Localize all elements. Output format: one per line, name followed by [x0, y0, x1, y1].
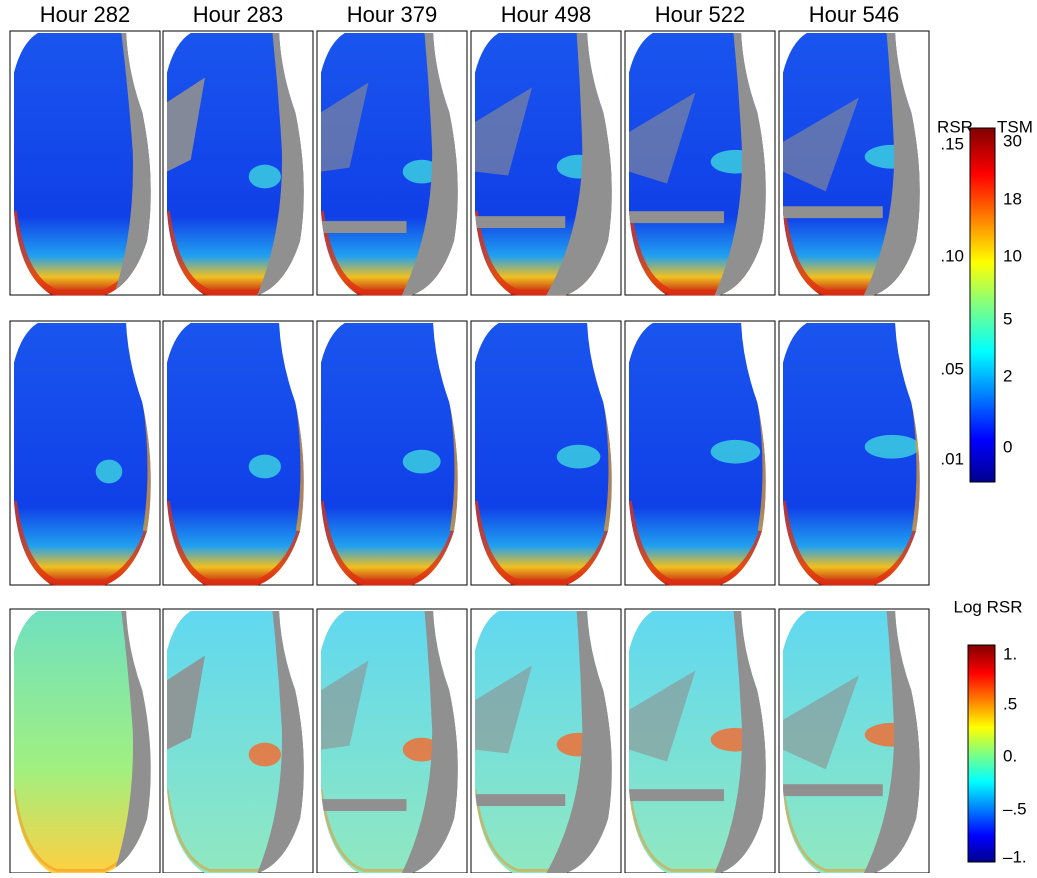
colorbar-label: .15 — [940, 134, 964, 153]
no-data — [167, 77, 205, 172]
map-panel — [778, 320, 930, 586]
lake-field — [167, 323, 304, 586]
no-data — [321, 82, 369, 172]
lake — [14, 323, 151, 586]
no-data — [475, 87, 532, 176]
lake — [321, 33, 458, 296]
no-data — [629, 670, 696, 762]
plume — [710, 439, 761, 464]
plume — [248, 454, 281, 479]
colorbar — [969, 127, 996, 483]
colorbar-label: .05 — [940, 359, 964, 378]
map-panel — [316, 30, 468, 296]
no-data — [629, 211, 724, 224]
colorbar-label: 10 — [1003, 246, 1022, 265]
no-data — [783, 675, 859, 770]
map-panel — [162, 320, 314, 586]
colorbar-label: .5 — [1003, 694, 1017, 713]
plume — [864, 434, 920, 459]
shore-band — [629, 500, 765, 586]
colorbar-label: –.5 — [1003, 799, 1027, 818]
colorbar-label: 0 — [1003, 437, 1012, 456]
lake — [475, 611, 612, 874]
plume — [402, 449, 441, 474]
plume — [95, 459, 123, 484]
colorbar-label: 2 — [1003, 366, 1012, 385]
column-title: Hour 283 — [193, 2, 284, 27]
colorbar-labels: 30 18 10 5 2 0 — [1003, 131, 1022, 456]
column-title: Hour 282 — [40, 2, 131, 27]
shore-band — [321, 500, 457, 586]
no-data — [629, 92, 696, 184]
lake — [629, 323, 766, 586]
plume — [556, 444, 601, 469]
shore-band — [167, 500, 303, 586]
no-data — [475, 665, 532, 754]
map-panel — [470, 30, 622, 296]
colorbar-header: TSM — [997, 117, 1033, 136]
map-panel — [624, 30, 776, 296]
no-data — [475, 794, 566, 807]
map-panel — [470, 608, 622, 874]
colorbar-label: .10 — [940, 246, 964, 265]
map-panel — [470, 320, 622, 586]
plume — [402, 159, 441, 184]
no-data — [783, 784, 883, 797]
no-data — [629, 789, 724, 802]
shore-band — [475, 500, 611, 586]
plume — [248, 164, 281, 189]
map-panel — [9, 320, 161, 586]
map-panel — [9, 30, 161, 296]
map-panel — [778, 30, 930, 296]
colorbar-title: Log RSR — [954, 597, 1023, 616]
column-title: Hour 379 — [347, 2, 438, 27]
colorbar-header: RSR — [937, 117, 973, 136]
colorbar-label: 5 — [1003, 309, 1012, 328]
lake — [321, 611, 458, 874]
no-data — [167, 655, 205, 750]
colorbar-label: 1. — [1003, 644, 1017, 663]
map-panel — [162, 608, 314, 874]
column-title: Hour 498 — [501, 2, 592, 27]
map-panel — [624, 608, 776, 874]
lake — [475, 323, 612, 586]
no-data — [321, 221, 407, 233]
colorbar-label: .01 — [940, 449, 964, 468]
colorbar-label: –​1. — [1003, 847, 1027, 866]
shore-band — [14, 500, 150, 586]
colorbar-label: 0. — [1003, 746, 1017, 765]
panels: Hour 282 Hour 283 Hour 379 Hour 498 Hour 522… — [9, 2, 930, 874]
no-data — [475, 216, 566, 229]
no-data — [321, 799, 407, 811]
colorbar-labels: 1. .5 0. –.5 –​1. — [1003, 644, 1027, 866]
map-panel — [624, 320, 776, 586]
column-title: Hour 546 — [809, 2, 900, 27]
no-data — [321, 660, 369, 750]
lake — [321, 323, 458, 586]
no-data — [783, 97, 859, 192]
shore-band — [783, 500, 919, 586]
map-panel — [316, 608, 468, 874]
colorbar-label: 30 — [1003, 131, 1022, 150]
colorbar — [967, 644, 996, 863]
map-panel — [9, 608, 161, 874]
plume — [248, 742, 281, 767]
lake — [167, 33, 304, 296]
plume — [402, 737, 441, 762]
column-title: Hour 522 — [655, 2, 746, 27]
no-data — [783, 206, 883, 219]
lake — [167, 323, 304, 586]
lake-field — [14, 323, 151, 586]
colorbar-label: 18 — [1003, 189, 1022, 208]
map-panel — [162, 30, 314, 296]
map-panel — [316, 320, 468, 586]
colorbar-labels: .15 .10 .05 .01 — [940, 134, 964, 468]
map-panel — [778, 608, 930, 874]
